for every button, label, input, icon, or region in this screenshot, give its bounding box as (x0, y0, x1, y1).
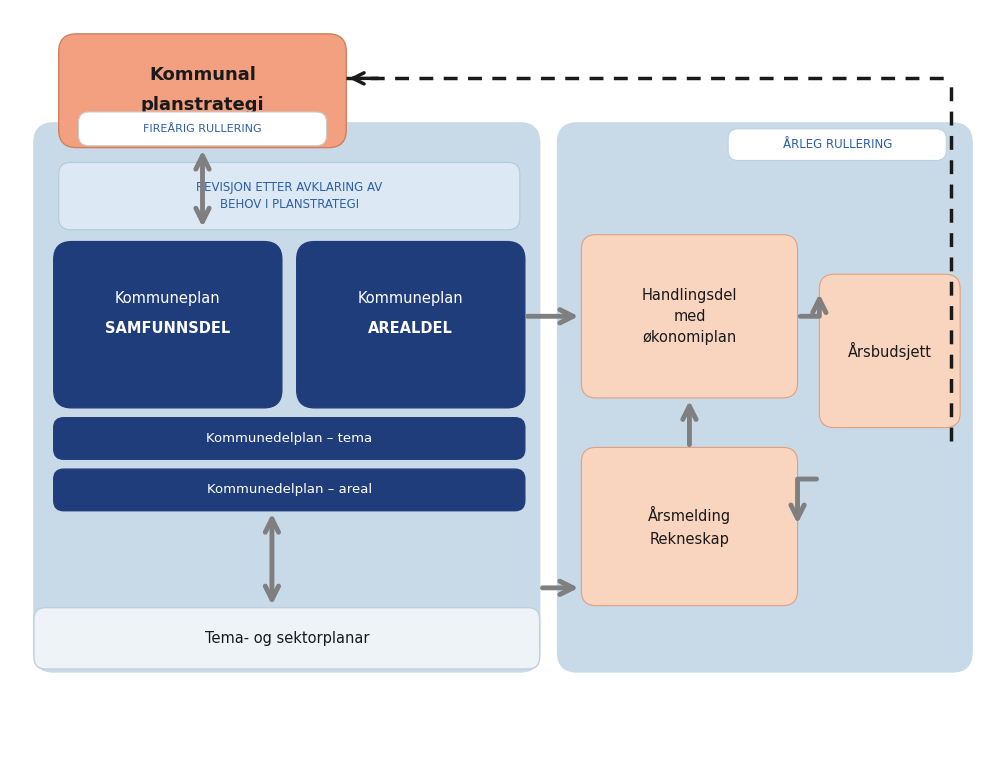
FancyBboxPatch shape (581, 235, 796, 398)
Text: Tema- og sektorplanar: Tema- og sektorplanar (205, 631, 369, 646)
FancyBboxPatch shape (54, 469, 525, 511)
Text: Kommuneplan: Kommuneplan (358, 292, 463, 307)
FancyBboxPatch shape (557, 123, 971, 672)
FancyBboxPatch shape (34, 123, 540, 672)
Text: Kommunedelplan – areal: Kommunedelplan – areal (207, 484, 371, 496)
FancyBboxPatch shape (54, 418, 525, 459)
Text: ÅRLEG RULLERING: ÅRLEG RULLERING (781, 138, 891, 151)
Text: SAMFUNNSDEL: SAMFUNNSDEL (105, 321, 231, 336)
FancyBboxPatch shape (78, 112, 326, 146)
FancyBboxPatch shape (58, 162, 520, 230)
Text: Årsmelding
Rekneskap: Årsmelding Rekneskap (647, 505, 730, 548)
Text: planstrategi: planstrategi (140, 96, 264, 114)
FancyBboxPatch shape (818, 275, 959, 427)
Text: Kommuneplan: Kommuneplan (115, 292, 221, 307)
FancyBboxPatch shape (297, 242, 525, 408)
Text: REVISJON ETTER AVKLARING AV
BEHOV I PLANSTRATEGI: REVISJON ETTER AVKLARING AV BEHOV I PLAN… (196, 181, 382, 211)
Text: Handlingsdel
med
økonomiplan: Handlingsdel med økonomiplan (641, 288, 736, 345)
Text: Kommunedelplan – tema: Kommunedelplan – tema (206, 432, 372, 445)
FancyBboxPatch shape (727, 129, 946, 161)
Text: AREALDEL: AREALDEL (368, 321, 452, 336)
FancyBboxPatch shape (34, 608, 540, 669)
FancyBboxPatch shape (581, 448, 796, 606)
Text: Årsbudsjett: Årsbudsjett (847, 342, 931, 360)
Text: FIREÅRIG RULLERING: FIREÅRIG RULLERING (143, 124, 262, 134)
Text: Kommunal: Kommunal (148, 66, 256, 84)
FancyBboxPatch shape (54, 242, 282, 408)
FancyBboxPatch shape (58, 34, 346, 147)
